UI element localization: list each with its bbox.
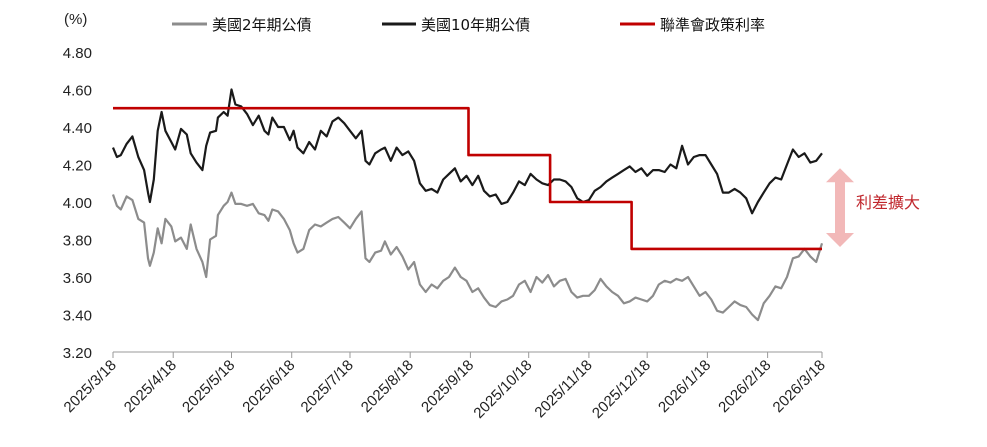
y-axis-unit: (%) (64, 11, 87, 28)
legend-label-fed-rate: 聯準會政策利率 (660, 16, 765, 34)
x-tick-label: 2025/7/18 (298, 357, 357, 416)
y-tick-label: 4.40 (63, 120, 92, 137)
legend-item-10y: 美國10年期公債 (382, 16, 530, 34)
y-axis: 3.20 3.40 3.60 3.80 4.00 4.20 4.40 4.60 4.80 (63, 45, 92, 362)
x-tick-label: 2025/12/18 (589, 357, 654, 422)
legend-item-2y: 美國2年期公債 (172, 16, 312, 34)
legend-label-10y: 美國10年期公債 (421, 16, 530, 34)
y-tick-label: 4.20 (63, 158, 92, 175)
y-tick-label: 4.60 (63, 83, 92, 100)
series-line-2y (111, 191, 824, 322)
legend-item-fed: 聯準會政策利率 (620, 16, 765, 34)
x-tick-label: 2025/8/18 (358, 357, 417, 416)
y-tick-label: 4.00 (63, 195, 92, 212)
legend: 美國2年期公債 美國10年期公債 聯準會政策利率 (172, 16, 765, 34)
x-tick-label: 2025/3/18 (61, 357, 120, 416)
spread-annotation: 利差擴大 (826, 168, 920, 247)
y-tick-label: 3.20 (63, 345, 92, 362)
x-tick-label: 2025/10/18 (470, 357, 535, 422)
spread-annotation-label: 利差擴大 (856, 193, 920, 212)
x-tick-label: 2025/9/18 (418, 357, 477, 416)
x-axis: 2025/3/18 2025/4/18 2025/5/18 2025/6/18 2025… (61, 351, 829, 422)
x-tick-label: 2025/11/18 (531, 357, 595, 421)
series-line-10y (111, 88, 823, 215)
y-tick-label: 3.40 (63, 308, 92, 325)
x-tick-label: 2025/4/18 (121, 357, 180, 416)
x-tick-label: 2026/2/18 (715, 357, 774, 416)
series-layer (111, 88, 824, 322)
series-line-fed-rate (113, 106, 822, 251)
x-tick-label: 2026/3/18 (770, 357, 829, 416)
x-tick-label: 2025/6/18 (239, 357, 298, 416)
x-tick-label: 2025/5/18 (179, 357, 238, 416)
double-arrow-icon (826, 168, 854, 247)
y-tick-label: 3.60 (63, 270, 92, 287)
y-tick-label: 3.80 (63, 233, 92, 250)
y-tick-label: 4.80 (63, 45, 92, 62)
legend-label-2y: 美國2年期公債 (212, 16, 312, 34)
x-tick-label: 2026/1/18 (655, 357, 714, 416)
